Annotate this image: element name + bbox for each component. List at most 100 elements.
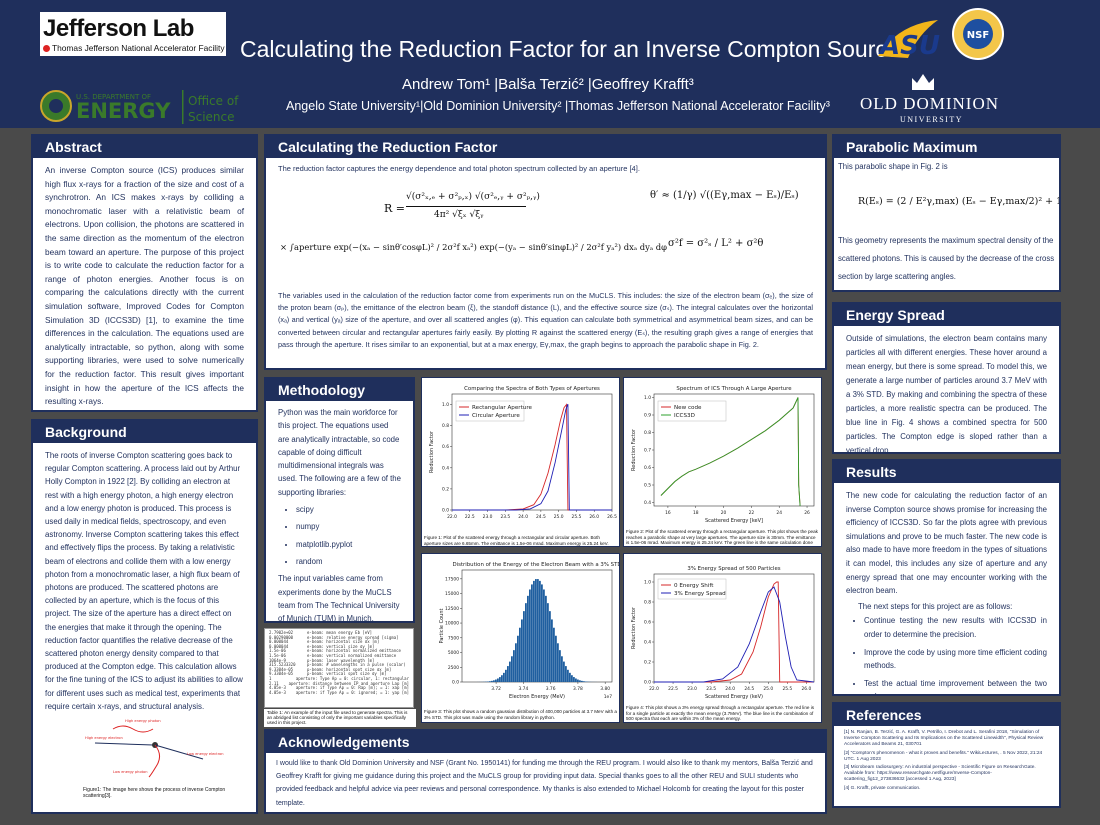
methodology-body: Python was the main workforce for this p… (266, 401, 413, 623)
histogram-bar (507, 666, 509, 682)
table-label: p-beam: vertical spot size σy [m] (307, 671, 387, 677)
background-heading: Background (33, 421, 256, 443)
x-tick-label: 23.5 (706, 686, 716, 692)
histogram-bar (503, 672, 505, 682)
table-label: aperture: if Type Ap = 0: ignored; = 1: … (295, 689, 409, 695)
histogram-bar (525, 603, 527, 682)
table-row: 0.00290000 e-beam: relative energy spread… (269, 635, 409, 641)
results-next: The next steps for this project are as f… (858, 601, 1013, 611)
y-tick-label: 0.0 (442, 508, 449, 514)
histogram-bar (501, 675, 503, 682)
eq-R-numerator: √(σ²ₓ,ₑ + σ²ₚ,ₓ) √(σ²ₑ,ᵧ + σ²ₚ,ᵧ) (406, 192, 540, 202)
table-label: p-beam: # wavelengths in a pulse (scalar… (307, 662, 406, 668)
poster-authors: Andrew Tom¹ |Balša Terzić² |Geoffrey Kra… (402, 76, 694, 93)
table-value: 9.3304e-05 (269, 671, 294, 677)
parabolic-text: This geometry represents the maximum spe… (838, 236, 1055, 281)
figure-3-chart: Distribution of the Energy of the Electr… (439, 562, 620, 700)
reference-item: [3] Microbeam radiosurgery: An industria… (844, 765, 1036, 783)
table-value: 0.000044 (269, 639, 289, 645)
x-tick-label: 20 (721, 510, 727, 516)
histogram-bar (581, 680, 583, 682)
histogram-bar (541, 584, 543, 682)
y-tick-label: 0.6 (442, 444, 449, 450)
histogram-bar (505, 669, 507, 682)
eq-sigma: σ²f = σ²ₛ / L² + σ²θ (668, 238, 764, 249)
x-tick-label: 18 (693, 510, 699, 516)
y-tick-label: 15000 (445, 591, 459, 597)
y-tick-label: 0.8 (442, 423, 449, 429)
chart-title: Distribution of the Energy of the Electr… (452, 562, 620, 568)
y-axis-label: Reduction Factor (429, 430, 435, 473)
table-caption: Table 1: An example of the input file us… (264, 709, 416, 727)
histogram-bar (551, 619, 553, 682)
x-tick-label: 24.0 (518, 514, 528, 518)
y-tick-label: 0.6 (644, 620, 651, 626)
parabolic-equation: R(Eₛ) = (2 / E²γ,max) (Eₛ − Eγ,max/2)² +… (858, 196, 1061, 207)
x-tick-label: 25.5 (782, 686, 792, 692)
plot-frame (451, 393, 613, 511)
histogram-bar (521, 619, 523, 682)
table-row: 4.05e-3 aperture: if Type Ap = 0: Rap [m]… (269, 686, 409, 691)
histogram-bar (557, 643, 559, 682)
jlab-name: Jefferson Lab (43, 15, 194, 42)
poster-header: Jefferson Lab Thomas Jefferson National … (0, 0, 1100, 128)
histogram-bar (547, 603, 549, 682)
results-text: The new code for calculating the reducti… (846, 491, 1047, 596)
next-step-item: Improve the code by using more time effi… (864, 646, 1047, 673)
crown-icon (912, 74, 934, 90)
next-step-item: Test the actual time improvement between… (864, 677, 1047, 694)
reference-item: [2] "Compton's phenomenon - what it prov… (844, 750, 1043, 762)
abstract-text: An inverse Compton source (ICS) produces… (45, 165, 244, 407)
x-tick-label: 23.0 (483, 514, 493, 518)
library-item: numpy (296, 520, 401, 533)
table-row: 1064e-9 p-beam: laser wavelength [m] (269, 658, 409, 664)
table-row: 1.5e-06 e-beam: horizontal normalized emi… (269, 649, 409, 654)
figure-4-panel: 3% Energy Spread of 500 Particles Scatter… (623, 553, 822, 723)
y-tick-label: 17500 (445, 576, 459, 582)
figure-2-caption: Figure 2: Plot of the scattered energy t… (626, 529, 818, 546)
background-text: The roots of inverse Compton scattering … (45, 451, 243, 711)
jefferson-lab-logo: Jefferson Lab Thomas Jefferson National … (40, 12, 226, 56)
series-line (660, 397, 801, 507)
histogram-bar (497, 678, 499, 682)
y-tick-label: 0.7 (644, 448, 651, 454)
x-tick-label: 24.0 (725, 686, 735, 692)
methodology-text-2: The input variables came from experiment… (278, 574, 400, 623)
histogram-bar (563, 661, 565, 682)
methodology-heading: Methodology (266, 379, 413, 401)
x-tick-label: 26.0 (801, 686, 811, 692)
table-row: 9.3304e-05 p-beam: horizontal spot size σ… (269, 666, 409, 673)
x-tick-label: 24.5 (744, 686, 754, 692)
legend-entry: 0 Energy Shift (674, 583, 714, 589)
library-item: scipy (296, 503, 401, 516)
histogram-bar (533, 580, 535, 682)
y-tick-label: 1.0 (644, 580, 651, 586)
figure-1-chart: Comparing the Spectra of Both Types of A… (429, 386, 617, 518)
table-value: 9.3304e-05 (269, 666, 294, 672)
series-line (452, 404, 612, 511)
next-step-item: Continue testing the new results with IC… (864, 614, 1047, 641)
histogram-bar (527, 595, 529, 682)
x-tick-label: 25.5 (572, 514, 582, 518)
y-axis-label: Reduction Factor (631, 606, 637, 649)
y-axis-label: Reduction Factor (631, 428, 637, 471)
table-row: 0.000044 e-beam: vertical size σy [m] (269, 643, 409, 650)
x-tick-label: 26.0 (589, 514, 599, 518)
plot-frame (653, 573, 815, 683)
table-value: 0.000044 (269, 643, 289, 649)
y-tick-label: 0.4 (644, 500, 651, 506)
figure-3-caption: Figure 3: This plot shows a random gauss… (424, 709, 617, 720)
table-row: 9.3304e-05 p-beam: vertical spot size σy … (269, 672, 409, 677)
results-section: Results The new code for calculating the… (832, 459, 1061, 696)
calc-body: The variables used in the calculation of… (278, 291, 813, 349)
poster-title: Calculating the Reduction Factor for an … (240, 36, 900, 62)
x-tick-label: 24.5 (536, 514, 546, 518)
y-tick-label: 0.8 (644, 430, 651, 436)
x-tick-label: 25.0 (763, 686, 773, 692)
x-tick-label: 22.0 (649, 686, 659, 692)
methodology-section: Methodology Python was the main workforc… (264, 377, 415, 623)
histogram-bar (513, 650, 515, 682)
y-tick-label: 0.6 (644, 465, 651, 471)
reference-item: [1] N. Ranjan, B. Terzić, G. A. Krafft, … (844, 730, 1044, 748)
y-tick-label: 12500 (445, 606, 459, 612)
